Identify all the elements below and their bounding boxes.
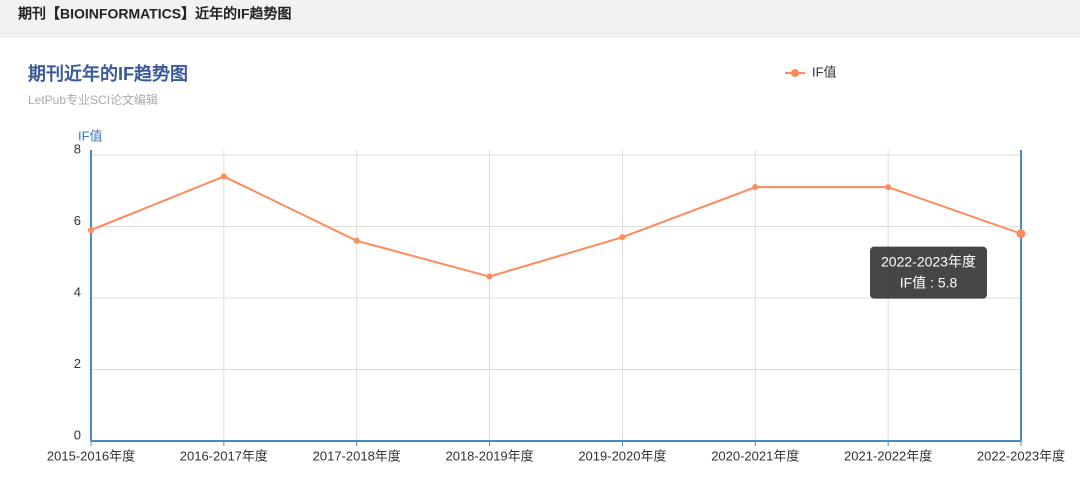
point	[220, 173, 227, 180]
point	[619, 234, 626, 241]
y-tick-label: 2	[74, 356, 81, 371]
point	[1016, 229, 1026, 239]
tooltip-text: IF值 : 5.8	[900, 274, 958, 290]
header-title: 期刊【BIOINFORMATICS】近年的IF趋势图	[18, 6, 292, 22]
header-bar	[0, 0, 1080, 38]
x-tick-label: 2022-2023年度	[977, 448, 1065, 463]
x-tick-label: 2021-2022年度	[844, 448, 932, 463]
y-axis-label: IF值	[78, 128, 103, 143]
x-tick-label: 2015-2016年度	[47, 448, 135, 463]
point	[353, 237, 360, 244]
chart-subtitle: LetPub专业SCI论文编辑	[28, 92, 158, 107]
tooltip-box	[870, 246, 987, 299]
legend-label: IF值	[812, 64, 837, 79]
x-tick-label: 2017-2018年度	[313, 448, 401, 463]
y-tick-label: 8	[74, 141, 81, 156]
y-tick-label: 0	[74, 427, 81, 442]
point	[486, 273, 493, 280]
x-tick-label: 2020-2021年度	[711, 448, 799, 463]
legend: IF值	[785, 64, 837, 79]
chart-title: 期刊近年的IF趋势图	[28, 63, 188, 84]
legend-marker	[791, 69, 799, 77]
line	[90, 175, 1022, 278]
tooltip-title: 2022-2023年度	[881, 253, 976, 269]
y-tick-label: 4	[74, 284, 81, 299]
x-tick-label: 2016-2017年度	[180, 448, 268, 463]
x-tick-label: 2019-2020年度	[578, 448, 666, 463]
point	[885, 184, 892, 191]
x-tick-label: 2018-2019年度	[445, 448, 533, 463]
y-tick-label: 6	[74, 213, 81, 228]
point	[752, 184, 759, 191]
point	[88, 227, 94, 234]
